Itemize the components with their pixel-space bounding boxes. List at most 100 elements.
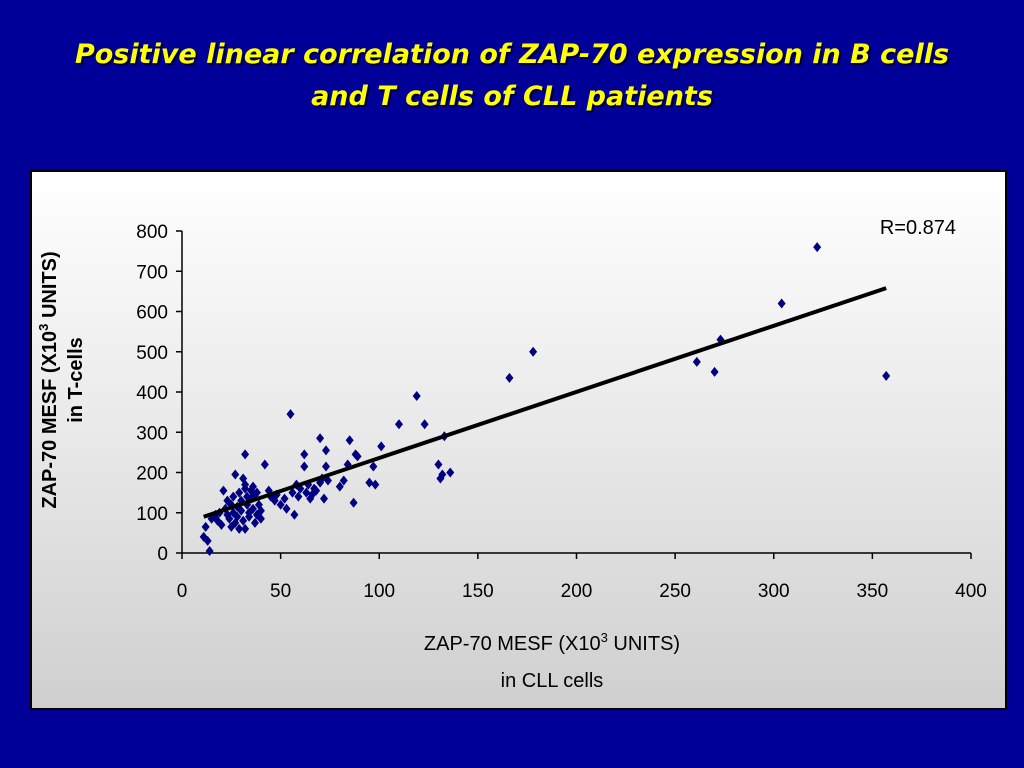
x-tick-label: 350 xyxy=(857,581,889,602)
data-point xyxy=(241,483,250,494)
y-tick-label: 600 xyxy=(136,303,168,324)
data-point xyxy=(235,487,244,498)
data-point xyxy=(241,523,250,534)
data-point xyxy=(250,517,259,528)
x-axis-title-pre: ZAP-70 MESF (X10 xyxy=(424,633,601,655)
data-point xyxy=(219,485,228,496)
x-tick-label: 50 xyxy=(270,581,291,602)
x-tick-label: 200 xyxy=(561,581,593,602)
data-point xyxy=(813,242,822,253)
y-tick-label: 300 xyxy=(136,423,168,444)
data-point xyxy=(290,509,299,520)
data-point xyxy=(282,503,291,514)
data-point xyxy=(349,497,358,508)
data-point xyxy=(365,477,374,488)
correlation-label: R=0.874 xyxy=(880,217,956,239)
data-point xyxy=(252,509,261,520)
x-axis-title-line-2: in CLL cells xyxy=(501,670,604,692)
data-point xyxy=(256,505,265,516)
data-point xyxy=(323,475,332,486)
y-tick-label: 700 xyxy=(136,262,168,283)
title-line-2: and T cells of CLL patients xyxy=(311,81,713,112)
data-point xyxy=(205,545,214,556)
data-point xyxy=(235,523,244,534)
y-axis-title: ZAP-70 MESF (X103 UNITS) xyxy=(36,251,61,508)
data-point xyxy=(300,461,309,472)
data-point xyxy=(199,531,208,542)
y-axis-title-group: ZAP-70 MESF (X103 UNITS) in T-cells xyxy=(36,251,87,508)
data-point xyxy=(312,485,321,496)
data-point xyxy=(260,459,269,470)
data-point xyxy=(446,467,455,478)
x-tick-label: 100 xyxy=(363,581,395,602)
data-point xyxy=(249,503,258,514)
data-point xyxy=(280,493,289,504)
x-tick-label: 300 xyxy=(758,581,790,602)
data-point xyxy=(710,366,719,377)
x-tick-label: 0 xyxy=(177,581,188,602)
data-point xyxy=(302,487,311,498)
data-point xyxy=(321,445,330,456)
data-point xyxy=(286,409,295,420)
data-point xyxy=(252,487,261,498)
data-point xyxy=(294,491,303,502)
data-point xyxy=(434,459,443,470)
x-axis-title-sup: 3 xyxy=(601,630,608,645)
data-point xyxy=(339,475,348,486)
data-point xyxy=(692,356,701,367)
data-point xyxy=(320,493,329,504)
y-tick-label: 500 xyxy=(136,343,168,364)
slide-title: Positive linear correlation of ZAP-70 ex… xyxy=(0,34,1024,118)
data-point xyxy=(377,441,386,452)
data-point xyxy=(237,505,246,516)
data-point xyxy=(233,511,242,522)
y-tick-label: 800 xyxy=(136,222,168,243)
data-point xyxy=(505,372,514,383)
data-point xyxy=(256,513,265,524)
data-point xyxy=(371,479,380,490)
data-point xyxy=(231,469,240,480)
y-tick-label: 0 xyxy=(157,544,168,565)
data-point xyxy=(335,481,344,492)
y-axis-title-post: UNITS) xyxy=(39,251,61,323)
data-point xyxy=(882,370,891,381)
x-tick-label: 400 xyxy=(955,581,987,602)
data-point xyxy=(245,511,254,522)
data-point xyxy=(394,419,403,430)
chart-area: 0 100 200 300 400 500 600 700 800 0 50 100 150 200 25… xyxy=(30,170,1007,710)
data-point xyxy=(369,461,378,472)
data-point xyxy=(529,346,538,357)
data-point xyxy=(438,469,447,480)
data-point xyxy=(420,419,429,430)
x-tick-label: 250 xyxy=(659,581,691,602)
data-point xyxy=(225,513,234,524)
data-point xyxy=(270,495,279,506)
data-point xyxy=(239,515,248,526)
data-point xyxy=(412,391,421,402)
data-point xyxy=(241,449,250,460)
y-tick-label: 200 xyxy=(136,464,168,485)
title-line-1: Positive linear correlation of ZAP-70 ex… xyxy=(74,39,950,70)
scatter-chart: 0 100 200 300 400 500 600 700 800 0 50 100 150 200 25… xyxy=(36,217,987,692)
y-axis-title-line-2: in T-cells xyxy=(65,337,87,423)
y-axis-ticks: 0 100 200 300 400 500 600 700 800 xyxy=(136,222,182,565)
data-point xyxy=(321,461,330,472)
data-point xyxy=(217,519,226,530)
y-tick-label: 400 xyxy=(136,383,168,404)
data-point xyxy=(353,451,362,462)
x-axis-ticks: 0 50 100 150 200 250 300 350 400 xyxy=(177,553,987,602)
y-axis-title-sup: 3 xyxy=(36,324,51,331)
data-point xyxy=(207,513,216,524)
x-axis-title-post: UNITS) xyxy=(608,633,680,655)
data-points xyxy=(199,242,891,556)
x-axis-title: ZAP-70 MESF (X103 UNITS) xyxy=(424,630,680,655)
data-point xyxy=(288,487,297,498)
y-tick-label: 100 xyxy=(136,504,168,525)
data-point xyxy=(229,491,238,502)
data-point xyxy=(345,435,354,446)
data-point xyxy=(300,449,309,460)
data-point xyxy=(316,433,325,444)
data-point xyxy=(201,521,210,532)
x-tick-label: 150 xyxy=(462,581,494,602)
data-point xyxy=(777,298,786,309)
